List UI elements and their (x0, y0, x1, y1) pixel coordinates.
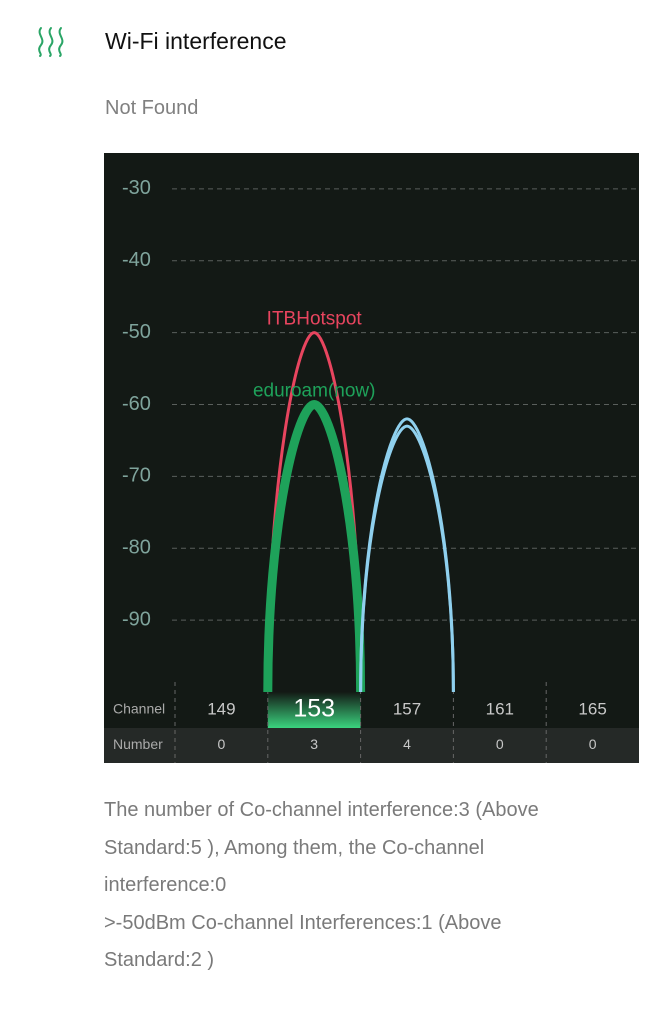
channel-label: 149 (207, 699, 235, 718)
row-label: Number (113, 736, 163, 752)
signal-curve (266, 331, 363, 693)
footer-line: >-50dBm Co-channel Interferences:1 (Abov… (104, 911, 502, 972)
count-label: 4 (403, 736, 411, 752)
status: Not Found (105, 97, 199, 119)
number-row-background (104, 728, 639, 763)
count-label: 0 (218, 736, 226, 752)
y-tick-label: -80 (122, 537, 151, 559)
y-tick-label: -70 (122, 465, 151, 487)
count-label: 0 (496, 736, 504, 752)
footer-line: The number of Co-channel interference:3 … (104, 799, 539, 896)
selected-channel (267, 692, 361, 728)
chart-background (104, 153, 639, 763)
y-tick-label: -40 (122, 249, 151, 271)
chart: -30 -40 -50 -60 -70 -80 -90 149 0 153 3 157 4 161 0 165… (104, 153, 639, 763)
title: Wi-Fi interference (105, 28, 287, 54)
network-label: eduroam(now) (253, 381, 376, 402)
footer: The number of Co-channel interference:3 … (104, 792, 604, 980)
y-tick-label: -60 (122, 393, 151, 415)
channel-label: 153 (293, 695, 335, 723)
signal-curve (359, 424, 455, 693)
channel-label: 161 (486, 699, 514, 718)
signal-curve (263, 400, 366, 693)
y-tick-label: -30 (122, 177, 151, 199)
channel-label: 157 (393, 699, 421, 718)
network-label: ITBHotspot (267, 309, 363, 330)
count-label: 0 (589, 736, 597, 752)
count-label: 3 (310, 736, 318, 752)
wifi-icon (38, 27, 64, 57)
y-tick-label: -50 (122, 321, 151, 343)
row-label: Channel (113, 701, 165, 717)
y-tick-label: -90 (122, 608, 151, 630)
channel-label: 165 (578, 699, 606, 718)
